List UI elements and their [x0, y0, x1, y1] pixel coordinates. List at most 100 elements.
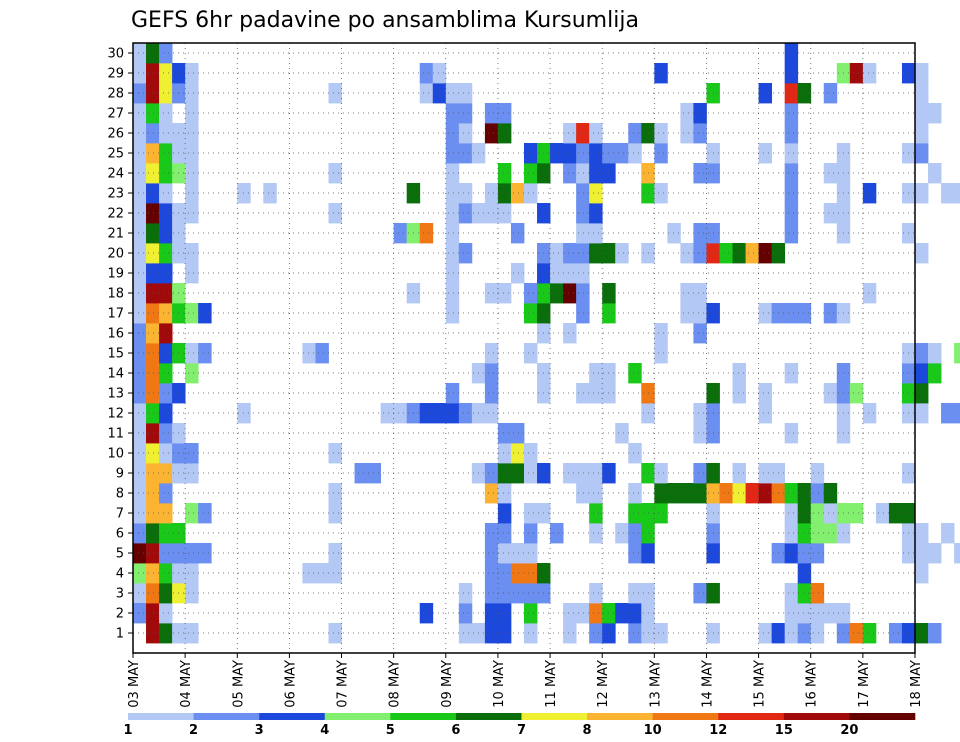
heatmap-cell	[823, 383, 838, 404]
y-tick-label: 14	[107, 367, 124, 382]
heatmap-cell	[185, 363, 199, 384]
colorbar-label: 3	[255, 723, 264, 738]
heatmap-cell	[563, 323, 577, 344]
heatmap-cell	[146, 63, 160, 84]
heatmap-cell	[146, 363, 160, 384]
heatmap-cell	[133, 423, 147, 444]
x-tick-label: 09 MAY	[440, 660, 455, 708]
x-tick-label: 16 MAY	[805, 660, 820, 708]
heatmap-cell	[159, 483, 173, 504]
heatmap-cell	[693, 483, 707, 504]
heatmap-cell	[849, 623, 864, 644]
heatmap-cell	[159, 43, 173, 64]
heatmap-cell	[159, 523, 173, 544]
heatmap-cell	[133, 503, 147, 524]
heatmap-cell	[628, 543, 642, 564]
heatmap-cell	[315, 343, 329, 364]
heatmap-cell	[784, 43, 799, 64]
heatmap-cell	[693, 463, 707, 484]
heatmap-cell	[159, 223, 173, 244]
x-tick-label: 10 MAY	[492, 660, 507, 708]
colorbar-swatch	[783, 713, 850, 720]
heatmap-cell	[510, 543, 525, 564]
heatmap-cell	[849, 383, 864, 404]
heatmap-cell	[654, 343, 668, 364]
heatmap-cell	[445, 163, 460, 184]
heatmap-cell	[732, 383, 746, 404]
heatmap-cell	[159, 343, 173, 364]
heatmap-cell	[784, 203, 799, 224]
heatmap-cell	[185, 263, 199, 284]
heatmap-cell	[797, 583, 812, 604]
colorbar-label: 1	[123, 723, 132, 738]
heatmap-cell	[693, 303, 707, 324]
heatmap-cell	[563, 283, 577, 304]
heatmap-cell	[823, 163, 838, 184]
heatmap-cell	[524, 303, 538, 324]
heatmap-cell	[484, 103, 499, 124]
heatmap-cell	[159, 503, 173, 524]
heatmap-cell	[784, 223, 799, 244]
heatmap-cell	[146, 483, 160, 504]
heatmap-cell	[159, 403, 173, 424]
heatmap-cell	[589, 123, 603, 144]
colorbar-label: 10	[644, 723, 662, 738]
y-tick-label: 22	[107, 207, 124, 222]
y-tick-label: 12	[107, 407, 124, 422]
heatmap-cell	[133, 363, 147, 384]
heatmap-cell	[915, 563, 929, 584]
heatmap-cell	[510, 423, 525, 444]
heatmap-cell	[497, 163, 512, 184]
heatmap-cell	[797, 503, 812, 524]
x-tick-label: 03 MAY	[127, 660, 142, 708]
heatmap-cell	[133, 63, 147, 84]
heatmap-cell	[458, 103, 473, 124]
y-tick-label: 18	[107, 287, 124, 302]
heatmap-cell	[497, 123, 512, 144]
x-tick-label: 06 MAY	[283, 660, 298, 708]
heatmap-cell	[524, 503, 538, 524]
heatmap-cell	[589, 523, 603, 544]
heatmap-cell	[862, 403, 877, 424]
heatmap-cell	[576, 143, 590, 164]
x-tick-label: 04 MAY	[179, 660, 194, 708]
heatmap-cell	[185, 83, 199, 104]
colorbar-swatch	[390, 713, 457, 720]
heatmap-cell	[524, 143, 538, 164]
heatmap-cell	[328, 483, 342, 504]
colorbar-label: 7	[517, 723, 526, 738]
y-tick-label: 13	[107, 387, 124, 402]
heatmap-cell	[628, 623, 642, 644]
heatmap-cell	[784, 423, 799, 444]
heatmap-cell	[146, 343, 160, 364]
heatmap-cell	[576, 303, 590, 324]
heatmap-cell	[263, 183, 277, 204]
heatmap-cell	[928, 103, 942, 124]
heatmap-cell	[784, 603, 799, 624]
y-tick-label: 29	[107, 67, 124, 82]
heatmap-cell	[367, 463, 382, 484]
heatmap-cell	[693, 403, 707, 424]
y-tick-label: 8	[116, 487, 124, 502]
heatmap-cell	[915, 523, 929, 544]
x-tick-label: 05 MAY	[231, 660, 246, 708]
heatmap-cell	[419, 403, 434, 424]
heatmap-cell	[146, 523, 160, 544]
heatmap-cell	[732, 243, 746, 264]
heatmap-cell	[133, 83, 147, 104]
heatmap-cell	[133, 243, 147, 264]
x-tick-label: 18 MAY	[909, 660, 924, 708]
heatmap-cell	[797, 543, 812, 564]
heatmap-cell	[445, 383, 460, 404]
heatmap-cell	[484, 123, 499, 144]
heatmap-cell	[654, 63, 668, 84]
heatmap-cell	[719, 243, 733, 264]
y-tick-label: 24	[107, 167, 124, 182]
heatmap-cell	[667, 483, 681, 504]
heatmap-cell	[159, 123, 173, 144]
y-tick-label: 17	[107, 307, 124, 322]
heatmap-cell	[354, 463, 368, 484]
x-tick-label: 17 MAY	[857, 660, 872, 708]
heatmap-cell	[185, 103, 199, 124]
heatmap-cell	[497, 283, 512, 304]
